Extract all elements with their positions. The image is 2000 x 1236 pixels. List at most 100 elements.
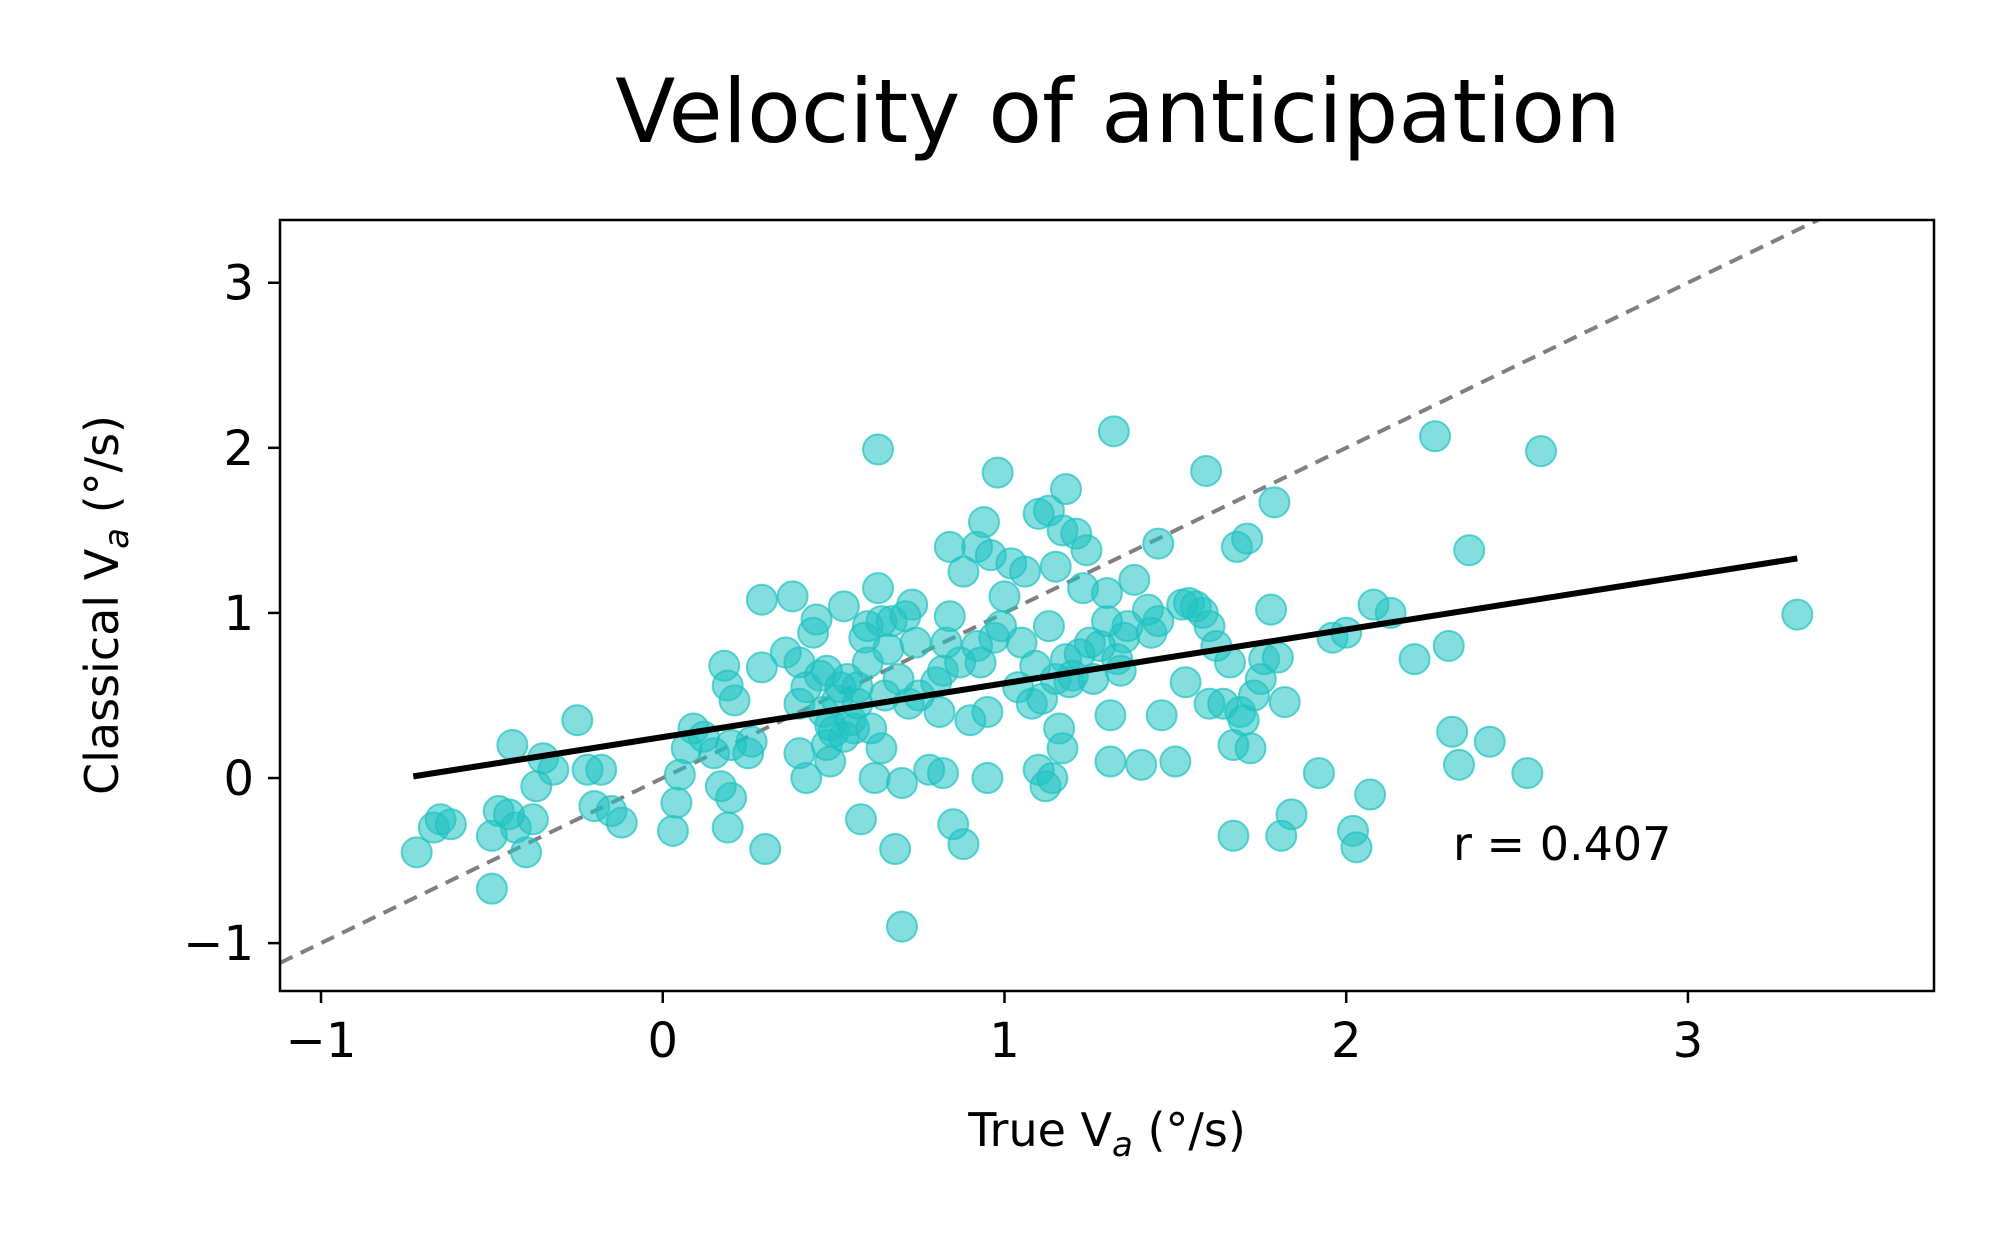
data-point	[1094, 699, 1127, 732]
data-point	[745, 583, 778, 616]
data-point	[475, 872, 508, 905]
x-axis-ticks: −1 0 1 2 3	[286, 991, 1704, 1069]
data-point	[1142, 605, 1175, 638]
x-tick-label: 2	[1331, 1013, 1362, 1069]
reference-line-layer	[280, 220, 1823, 965]
data-point	[879, 833, 912, 866]
data-point	[1419, 420, 1452, 453]
data-point	[656, 814, 689, 847]
data-point	[1091, 577, 1123, 610]
data-point	[1258, 486, 1291, 519]
data-point	[1049, 473, 1082, 506]
data-point	[1781, 598, 1814, 631]
data-point	[1453, 534, 1486, 567]
y-tick-label: 3	[223, 256, 254, 312]
data-point	[516, 803, 549, 836]
data-point	[745, 651, 778, 684]
data-point	[858, 762, 891, 795]
data-point	[1473, 725, 1506, 758]
data-point	[923, 695, 956, 728]
data-point	[947, 828, 980, 861]
correlation-annotation: r = 0.407	[1453, 817, 1671, 871]
data-point	[1432, 629, 1465, 662]
data-point	[896, 588, 929, 621]
y-tick-label: 0	[223, 751, 254, 807]
data-point	[1036, 762, 1069, 795]
regression-fit-line	[412, 555, 1798, 780]
data-point	[1070, 534, 1103, 567]
data-point	[862, 433, 895, 466]
y-tick-label: −1	[183, 916, 254, 972]
data-point	[1275, 798, 1308, 831]
data-point	[1268, 686, 1301, 719]
data-point	[1525, 435, 1558, 468]
data-point	[844, 803, 877, 836]
data-point	[400, 836, 433, 869]
data-point	[537, 753, 570, 786]
data-point	[971, 695, 1004, 728]
data-point	[1231, 522, 1264, 555]
data-point	[1159, 745, 1192, 778]
data-point	[933, 600, 966, 633]
data-point	[1255, 593, 1288, 626]
data-point	[885, 910, 918, 943]
data-point	[1039, 550, 1072, 583]
data-point	[1234, 732, 1267, 765]
data-point	[1217, 819, 1250, 852]
data-point	[1442, 748, 1475, 781]
data-point	[790, 762, 823, 795]
chart-title: Velocity of anticipation	[615, 60, 1621, 163]
data-point	[885, 766, 918, 799]
data-point	[663, 758, 696, 791]
data-point	[718, 684, 751, 717]
data-point	[947, 555, 980, 588]
x-axis-label: True Va (°/s)	[967, 1103, 1246, 1165]
data-point	[1436, 715, 1469, 748]
data-point	[496, 729, 529, 762]
data-point	[1398, 643, 1431, 676]
y-tick-label: 2	[223, 421, 254, 477]
data-point	[715, 781, 748, 814]
fit-line-layer	[412, 555, 1798, 780]
data-point	[800, 603, 833, 636]
x-tick-label: 0	[647, 1013, 678, 1069]
plot-frame	[278, 218, 1936, 993]
data-point	[862, 572, 895, 605]
data-point	[1302, 757, 1335, 790]
data-point	[827, 590, 860, 623]
data-point	[1145, 699, 1178, 732]
data-point	[1008, 555, 1041, 588]
data-point	[776, 580, 809, 613]
data-point	[988, 580, 1021, 613]
data-point	[971, 762, 1004, 795]
data-point	[1261, 641, 1294, 674]
data-point	[1340, 831, 1373, 864]
points-layer	[400, 415, 1814, 943]
data-point	[1097, 415, 1130, 448]
data-point	[434, 808, 467, 841]
data-point	[964, 646, 997, 679]
x-tick-label: 1	[989, 1013, 1020, 1069]
data-point	[926, 757, 959, 790]
y-axis-label: Classical Va (°/s)	[75, 415, 137, 795]
data-point	[872, 633, 905, 666]
data-point	[1125, 748, 1158, 781]
data-point	[865, 732, 898, 765]
data-point	[967, 506, 1000, 539]
x-tick-label: 3	[1673, 1013, 1704, 1069]
x-tick-label: −1	[286, 1013, 357, 1069]
data-point	[585, 753, 618, 786]
data-point	[1118, 563, 1151, 596]
data-point	[1169, 666, 1202, 699]
y-tick-label: 1	[223, 586, 254, 642]
data-point	[1104, 654, 1137, 687]
data-point	[660, 786, 693, 819]
data-point	[899, 626, 932, 659]
data-point	[1046, 732, 1079, 765]
data-point	[1190, 454, 1223, 487]
y-axis-ticks: −1 0 1 2 3	[183, 256, 280, 972]
data-point	[735, 725, 768, 758]
data-point	[605, 806, 638, 839]
data-point	[981, 456, 1014, 489]
